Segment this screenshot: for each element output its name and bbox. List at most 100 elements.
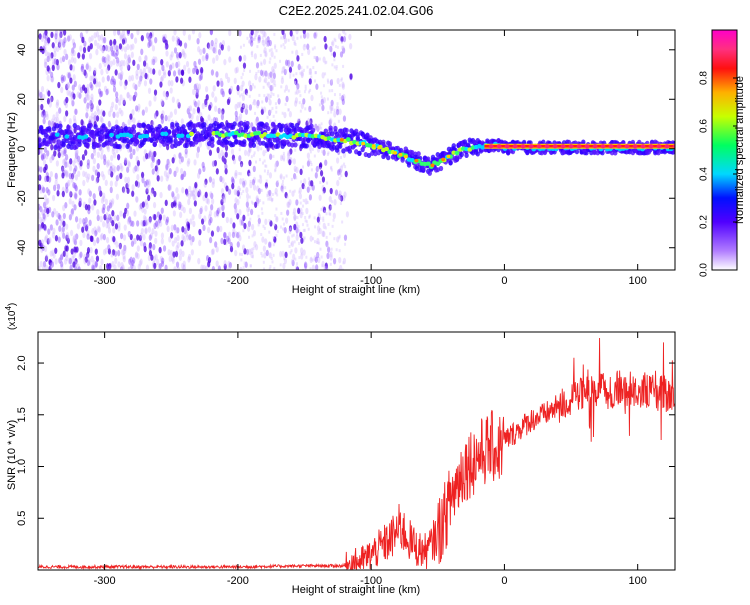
noise-cell xyxy=(80,119,84,126)
noise-cell xyxy=(287,89,290,93)
noise-cell xyxy=(282,158,285,162)
noise-cell xyxy=(199,116,204,123)
noise-cell xyxy=(266,36,270,43)
noise-cell xyxy=(326,78,329,82)
noise-cell xyxy=(294,148,297,152)
noise-cell xyxy=(306,160,311,167)
noise-cell xyxy=(128,75,132,82)
noise-cell xyxy=(252,184,257,191)
noise-cell xyxy=(144,72,148,80)
noise-cell xyxy=(195,151,200,159)
noise-cell xyxy=(204,98,208,106)
noise-cell xyxy=(74,266,78,270)
ridge-cell xyxy=(323,128,329,134)
noise-cell xyxy=(117,225,121,232)
noise-cell xyxy=(84,149,88,156)
ridge-cell xyxy=(521,139,527,145)
noise-cell xyxy=(167,70,171,77)
noise-cell xyxy=(271,66,275,73)
noise-cell xyxy=(275,180,279,188)
noise-cell xyxy=(134,84,138,91)
noise-cell xyxy=(192,67,196,74)
noise-cell xyxy=(344,32,347,36)
noise-cell xyxy=(57,41,62,48)
noise-cell xyxy=(46,175,50,182)
noise-cell xyxy=(330,247,333,251)
noise-cell xyxy=(333,65,336,69)
noise-cell xyxy=(183,42,188,49)
noise-cell xyxy=(310,163,313,167)
noise-cell xyxy=(56,183,61,191)
noise-cell xyxy=(220,88,224,95)
noise-cell xyxy=(303,236,306,240)
noise-cell xyxy=(306,65,309,69)
noise-cell xyxy=(215,71,219,78)
noise-cell xyxy=(63,169,68,176)
noise-cell xyxy=(288,227,292,235)
noise-cell xyxy=(242,185,245,189)
noise-cell xyxy=(309,150,312,154)
noise-cell xyxy=(187,256,191,263)
noise-cell xyxy=(212,47,216,54)
noise-cell xyxy=(67,72,71,79)
noise-cell xyxy=(138,126,142,134)
noise-cell xyxy=(72,235,76,243)
noise-cell xyxy=(143,208,147,215)
ridge-core-cell xyxy=(384,146,390,152)
noise-cell xyxy=(100,232,104,240)
noise-cell xyxy=(38,239,42,247)
noise-cell xyxy=(266,73,269,77)
noise-cell xyxy=(155,110,159,117)
noise-cell xyxy=(325,212,328,216)
noise-cell xyxy=(339,93,342,97)
colorbar-tick-label: 0.8 xyxy=(699,71,710,85)
ridge-cell xyxy=(69,131,74,137)
noise-cell xyxy=(40,153,45,160)
noise-cell xyxy=(59,31,63,39)
noise-cell xyxy=(103,158,107,166)
noise-cell xyxy=(116,214,120,222)
noise-cell xyxy=(162,90,166,97)
noise-cell xyxy=(198,189,202,196)
noise-cell xyxy=(101,207,105,214)
noise-cell xyxy=(120,59,124,67)
noise-cell xyxy=(327,246,331,253)
noise-cell xyxy=(281,179,284,183)
noise-cell xyxy=(39,91,43,99)
noise-cell xyxy=(295,30,299,35)
noise-cell xyxy=(283,68,287,76)
noise-cell xyxy=(139,232,143,239)
noise-cell xyxy=(344,165,347,169)
noise-cell xyxy=(334,44,337,48)
noise-cell xyxy=(137,263,141,270)
noise-cell xyxy=(338,236,341,240)
noise-cell xyxy=(136,30,140,36)
noise-cell xyxy=(151,156,156,163)
noise-cell xyxy=(106,217,110,224)
noise-cell xyxy=(123,224,127,231)
noise-cell xyxy=(335,108,340,116)
noise-cell xyxy=(177,60,181,68)
noise-cell xyxy=(48,54,52,62)
noise-cell xyxy=(193,159,197,166)
noise-cell xyxy=(248,146,252,154)
noise-cell xyxy=(106,88,110,95)
noise-cell xyxy=(332,51,336,58)
noise-cell xyxy=(283,89,286,93)
noise-cell xyxy=(219,225,223,233)
noise-cell xyxy=(50,76,54,83)
noise-cell xyxy=(284,191,288,199)
noise-cell xyxy=(151,187,155,194)
noise-cell xyxy=(260,175,263,179)
noise-cell xyxy=(65,83,69,91)
noise-cell xyxy=(109,39,113,46)
noise-cell xyxy=(109,162,113,169)
noise-cell xyxy=(240,106,244,114)
noise-cell xyxy=(65,110,69,117)
noise-cell xyxy=(246,36,249,40)
noise-cell xyxy=(198,141,202,148)
ridge-cell xyxy=(637,139,642,145)
noise-cell xyxy=(139,258,143,265)
noise-cell xyxy=(261,254,264,258)
noise-cell xyxy=(42,260,47,268)
